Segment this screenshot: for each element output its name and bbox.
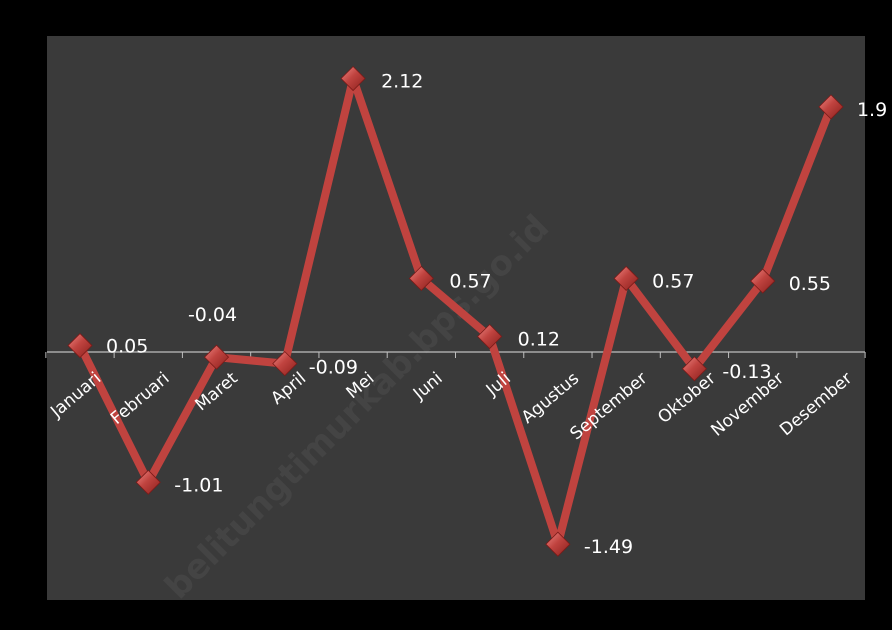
data-label: -1.49: [584, 536, 633, 558]
data-label: 1.9: [857, 99, 887, 121]
data-point: [613, 265, 639, 292]
data-point: [750, 268, 776, 294]
data-label: -0.09: [309, 357, 358, 379]
data-point: [545, 531, 571, 557]
data-point: [477, 323, 503, 350]
data-label: 0.57: [449, 270, 491, 292]
data-label: -0.13: [722, 361, 771, 383]
data-point: [272, 351, 298, 377]
data-point: [203, 344, 230, 370]
data-point: [408, 265, 434, 292]
data-point: [340, 65, 366, 92]
data-label: 0.57: [652, 270, 694, 292]
data-label: 2.12: [381, 71, 423, 93]
data-point: [135, 469, 161, 495]
data-label: 0.12: [518, 329, 560, 351]
series-line: [76, 74, 835, 549]
data-label: 0.05: [106, 336, 148, 358]
data-label: -0.04: [188, 304, 237, 326]
data-point: [681, 356, 707, 382]
data-point: [818, 94, 844, 120]
data-label: 0.55: [789, 273, 831, 295]
data-label: -1.01: [174, 474, 223, 496]
data-point: [67, 332, 93, 359]
plot-area: [47, 36, 865, 600]
